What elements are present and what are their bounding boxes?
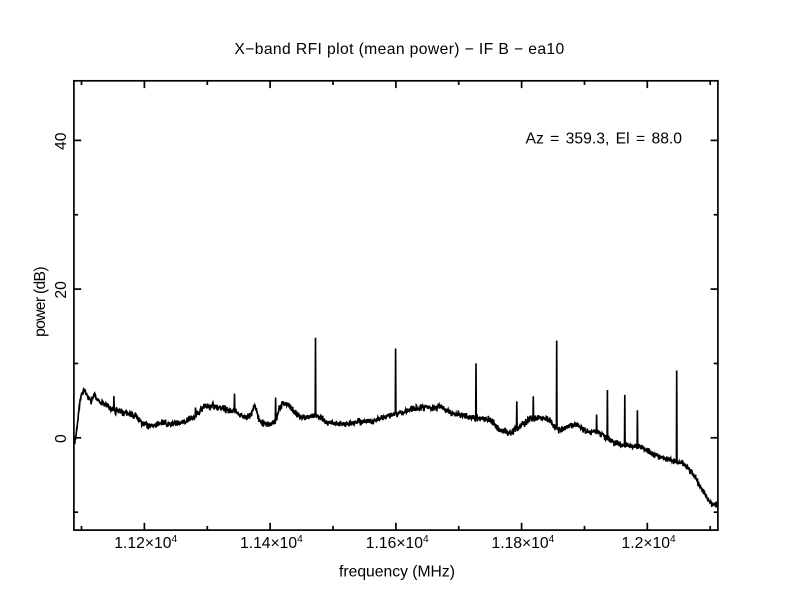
svg-text:40: 40 — [53, 132, 70, 150]
svg-text:Az = 359.3, El = 88.0: Az = 359.3, El = 88.0 — [526, 131, 683, 148]
svg-text:1.12×104: 1.12×104 — [114, 534, 177, 552]
svg-text:X−band RFI plot (mean power) −: X−band RFI plot (mean power) − IF B − ea… — [234, 41, 564, 58]
svg-text:power (dB): power (dB) — [32, 267, 49, 337]
svg-text:1.2×104: 1.2×104 — [622, 534, 676, 552]
svg-text:1.18×104: 1.18×104 — [491, 534, 554, 552]
svg-text:1.14×104: 1.14×104 — [240, 534, 303, 552]
svg-text:frequency (MHz): frequency (MHz) — [339, 563, 455, 580]
svg-text:1.16×104: 1.16×104 — [366, 534, 429, 552]
svg-text:0: 0 — [53, 434, 70, 443]
svg-text:20: 20 — [53, 281, 70, 299]
